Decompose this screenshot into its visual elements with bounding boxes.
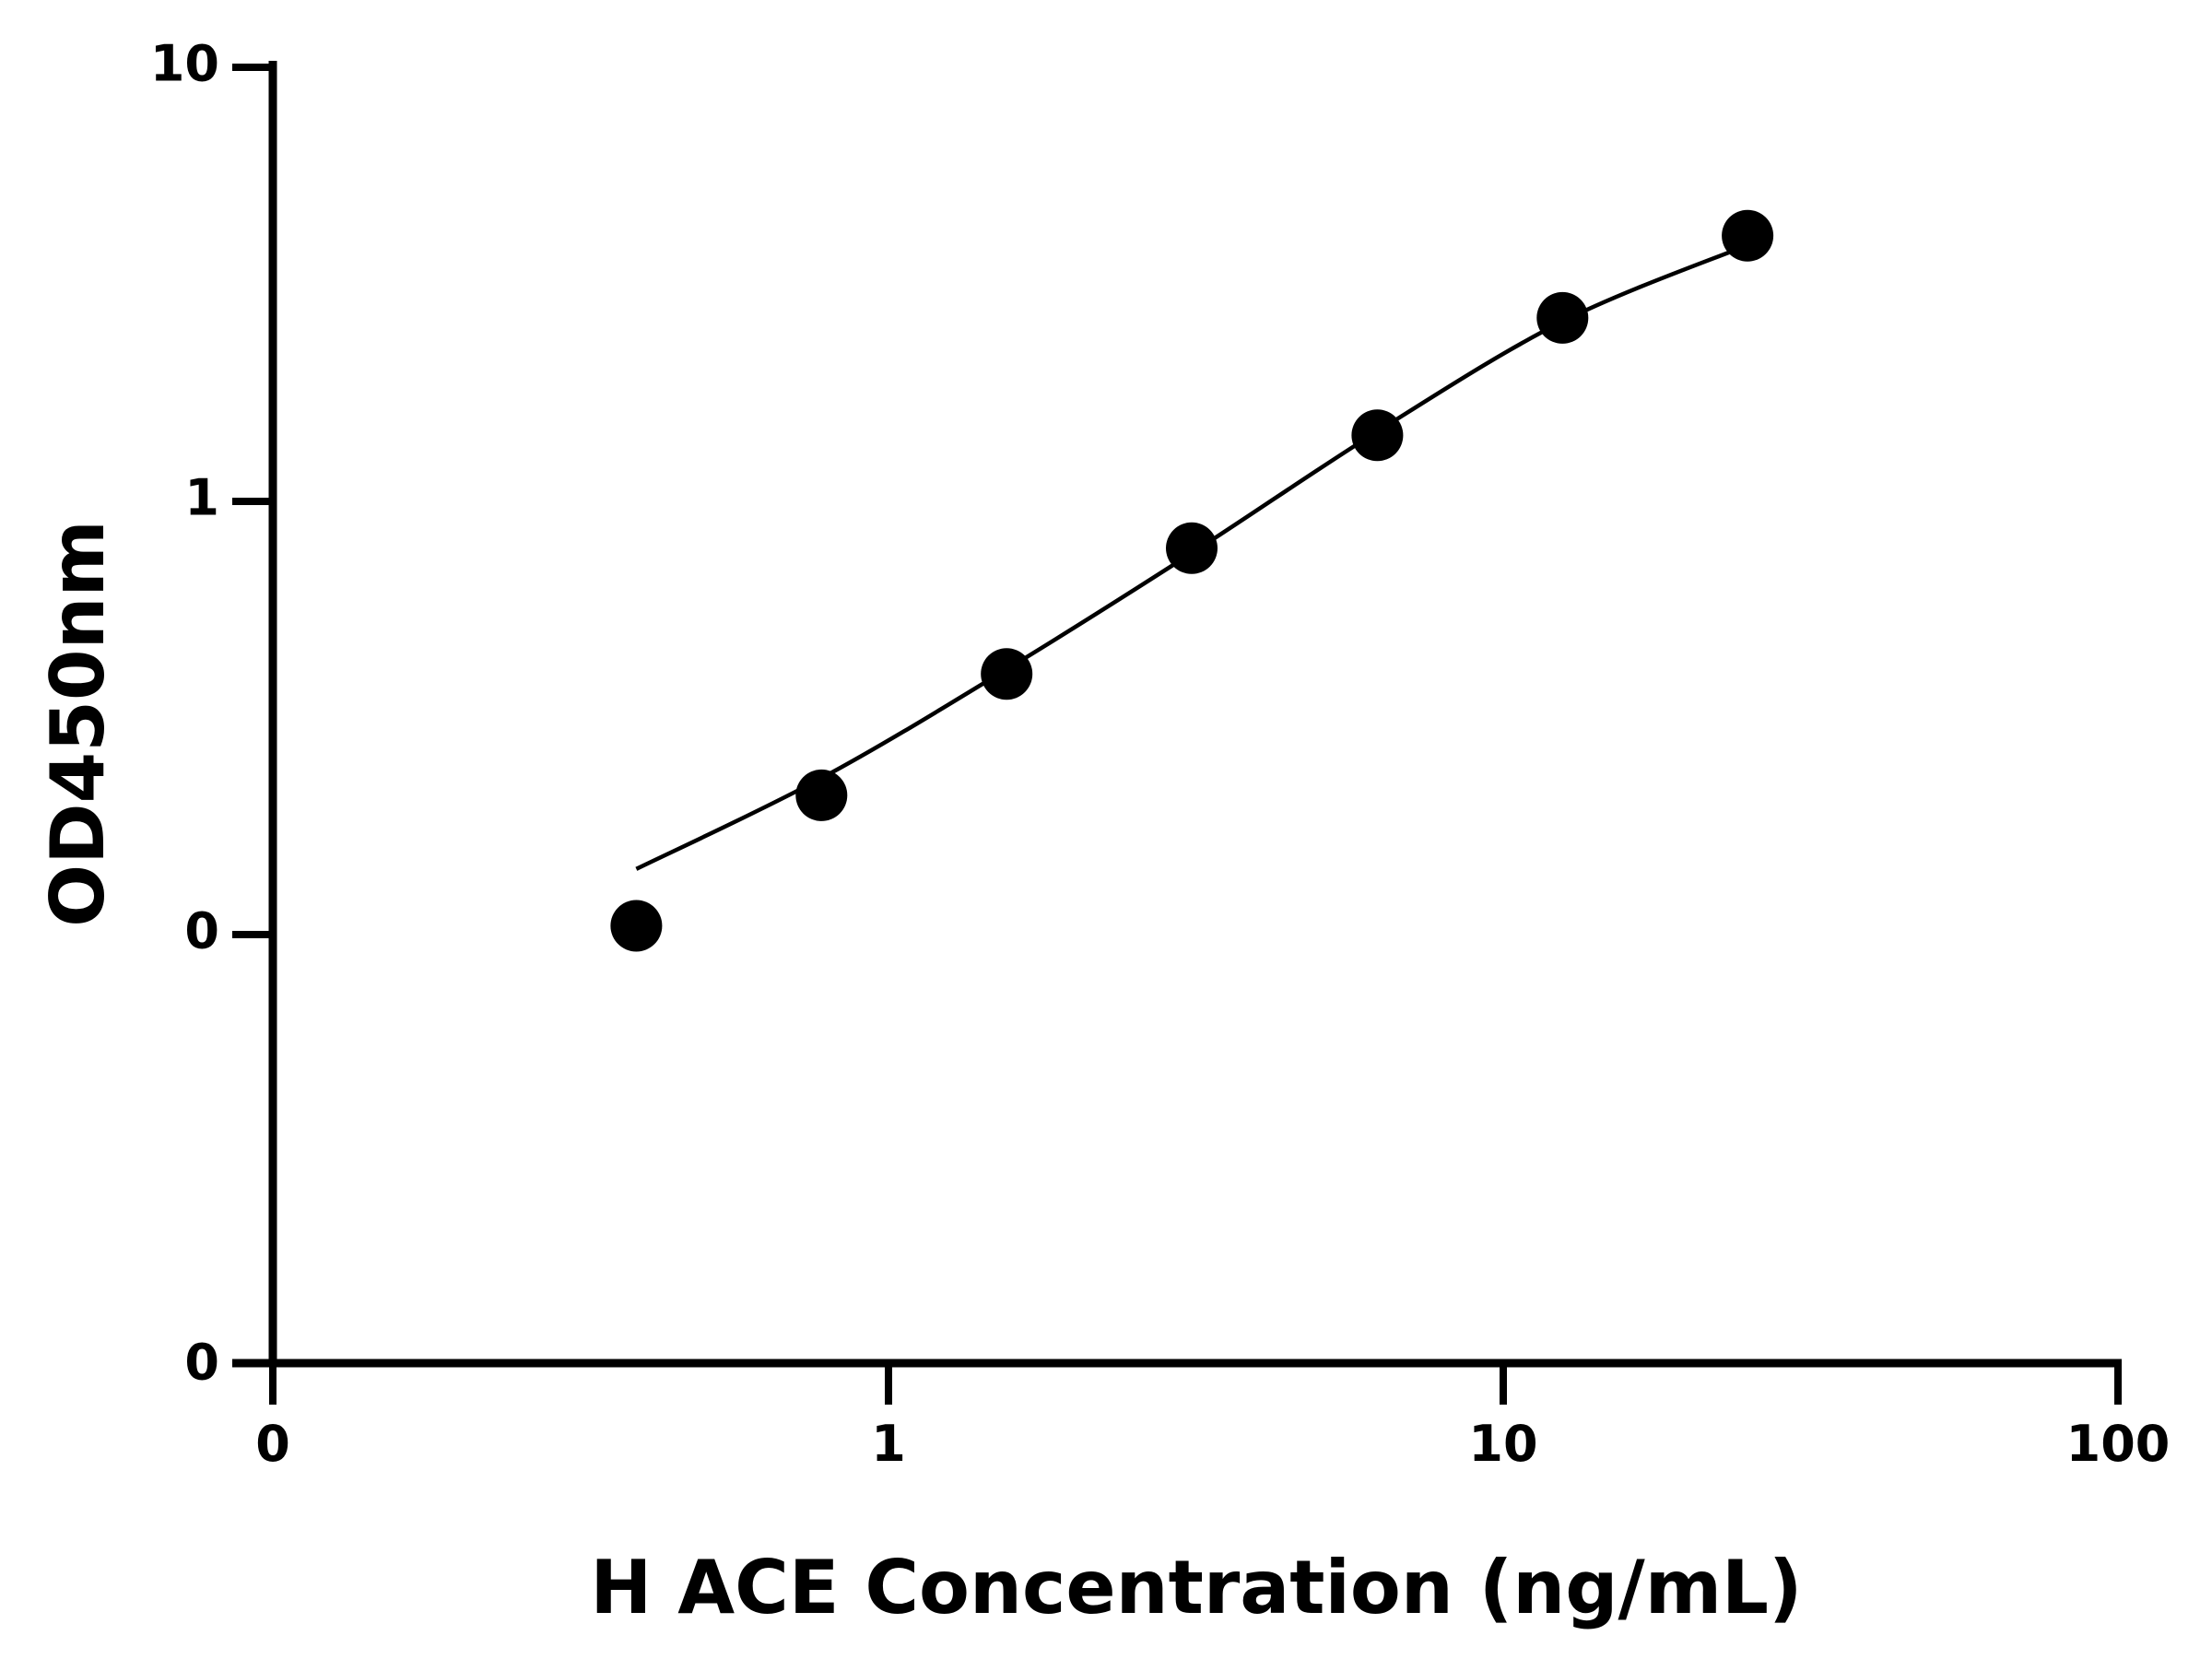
x-axis-title: H ACE Concentration (ng/mL) <box>590 1545 1802 1630</box>
data-point <box>610 900 663 952</box>
axes <box>232 61 2122 1368</box>
x-tick-label: 0 <box>255 1415 290 1473</box>
data-point <box>981 648 1033 700</box>
x-tick-label: 10 <box>1468 1415 1537 1473</box>
y-tick-label: 0 <box>184 902 219 960</box>
x-tick-label: 1 <box>871 1415 906 1473</box>
data-point <box>1351 409 1404 462</box>
y-tick-label: 10 <box>150 35 219 93</box>
data-points <box>610 209 1774 952</box>
data-point <box>1166 522 1218 574</box>
data-point <box>795 769 848 821</box>
data-point <box>1536 291 1589 344</box>
y-tick-label: 1 <box>184 469 219 527</box>
y-axis-title: OD450nm <box>35 520 121 927</box>
y-ticks <box>232 64 273 1367</box>
x-tick-label: 100 <box>2066 1415 2171 1473</box>
y-tick-labels: 10 1 0 0 <box>150 35 219 1392</box>
data-point <box>1722 209 1774 262</box>
x-tick-labels: 0 1 10 100 <box>255 1415 2170 1473</box>
y-tick-label: 0 <box>184 1334 219 1392</box>
x-ticks <box>269 1363 2122 1405</box>
